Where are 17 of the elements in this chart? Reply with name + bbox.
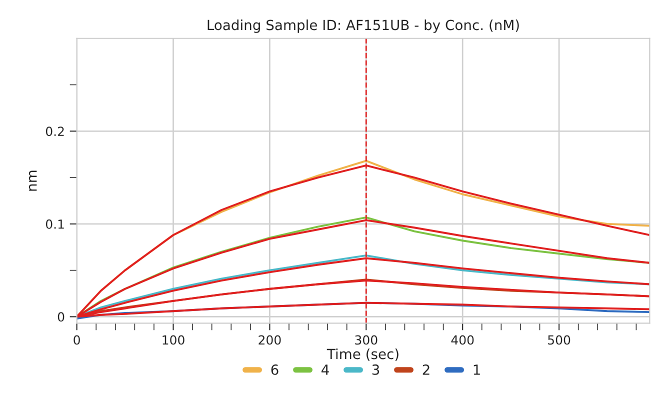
x-tick-label: 500 [548,335,570,345]
x-tick-label: 0 [74,335,80,345]
legend-label: 2 [422,364,430,375]
x-tick-label: 200 [258,335,281,345]
legend-label: 6 [271,364,278,375]
legend-label: 4 [322,364,329,375]
chart-title: Loading Sample ID: AF151UB - by Conc. (nM) [208,19,519,33]
x-axis-title: Time (sec) [326,348,398,361]
y-axis-title: nm [28,170,37,191]
x-tick-label: 100 [162,335,184,345]
x-tick-label: 300 [355,335,378,345]
legend-label: 3 [372,364,380,375]
y-tick-label: 0 [58,312,64,322]
legend-label: 1 [474,364,480,375]
x-tick-label: 400 [451,335,474,345]
y-tick-label: 0.1 [46,219,64,229]
y-tick-label: 0.2 [46,126,64,136]
